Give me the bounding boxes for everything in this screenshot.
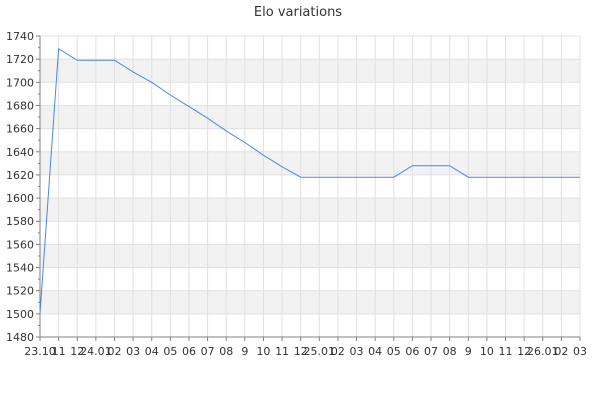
x-tick-label: 03 bbox=[573, 345, 587, 358]
x-tick-label: 12 bbox=[294, 345, 308, 358]
y-tick-label: 1500 bbox=[6, 308, 34, 321]
x-tick-label: 04 bbox=[145, 345, 159, 358]
plot-band bbox=[40, 105, 580, 129]
x-tick-label: 10 bbox=[256, 345, 270, 358]
plot-band bbox=[40, 151, 580, 175]
x-tick-label: 08 bbox=[443, 345, 457, 358]
plot-bands bbox=[40, 59, 580, 314]
y-tick-label: 1700 bbox=[6, 76, 34, 89]
x-tick-label: 10 bbox=[480, 345, 494, 358]
x-tick-label: 02 bbox=[554, 345, 568, 358]
x-tick-label: 9 bbox=[465, 345, 472, 358]
x-tick-label: 03 bbox=[350, 345, 364, 358]
x-tick-label: 06 bbox=[405, 345, 419, 358]
x-tick-label: 11 bbox=[499, 345, 513, 358]
x-tick-label: 12 bbox=[517, 345, 531, 358]
y-tick-label: 1600 bbox=[6, 192, 34, 205]
series-line bbox=[39, 47, 580, 314]
y-tick-label: 1720 bbox=[6, 53, 34, 66]
x-tick-label: 06 bbox=[182, 345, 196, 358]
x-tick-label: 25.01 bbox=[304, 345, 336, 358]
axes bbox=[36, 35, 581, 341]
grid-lines bbox=[39, 35, 581, 338]
plot-band bbox=[40, 59, 580, 83]
x-tick-label: 02 bbox=[107, 345, 121, 358]
x-tick-label: 23.10 bbox=[24, 345, 56, 358]
x-tick-label: 08 bbox=[219, 345, 233, 358]
plot-band bbox=[40, 198, 580, 222]
plot-band bbox=[40, 290, 580, 314]
series-layer bbox=[39, 47, 580, 314]
x-tick-label: 05 bbox=[387, 345, 401, 358]
y-tick-label: 1660 bbox=[6, 123, 34, 136]
y-tick-label: 1560 bbox=[6, 238, 34, 251]
x-tick-label: 9 bbox=[241, 345, 248, 358]
y-tick-label: 1680 bbox=[6, 99, 34, 112]
plot-band bbox=[40, 244, 580, 268]
x-tick-label: 11 bbox=[52, 345, 66, 358]
x-tick-label: 03 bbox=[126, 345, 140, 358]
x-tick-label: 05 bbox=[163, 345, 177, 358]
chart-title: Elo variations bbox=[254, 5, 342, 20]
x-tick-label: 24.01 bbox=[80, 345, 112, 358]
x-tick-label: 04 bbox=[368, 345, 382, 358]
y-tick-labels: 1480 1500 1520 1540 1560 1580 1600 1620 1640 1660… bbox=[6, 30, 34, 344]
y-tick-label: 1580 bbox=[6, 215, 34, 228]
x-tick-label: 02 bbox=[331, 345, 345, 358]
y-tick-label: 1740 bbox=[6, 30, 34, 43]
x-tick-label: 07 bbox=[424, 345, 438, 358]
x-tick-label: 07 bbox=[201, 345, 215, 358]
y-tick-label: 1640 bbox=[6, 146, 34, 159]
y-tick-label: 1480 bbox=[6, 331, 34, 344]
y-tick-label: 1540 bbox=[6, 262, 34, 275]
x-tick-label: 12 bbox=[70, 345, 84, 358]
y-tick-label: 1620 bbox=[6, 169, 34, 182]
x-tick-label: 26.01 bbox=[527, 345, 559, 358]
y-tick-label: 1520 bbox=[6, 285, 34, 298]
x-tick-label: 11 bbox=[275, 345, 289, 358]
